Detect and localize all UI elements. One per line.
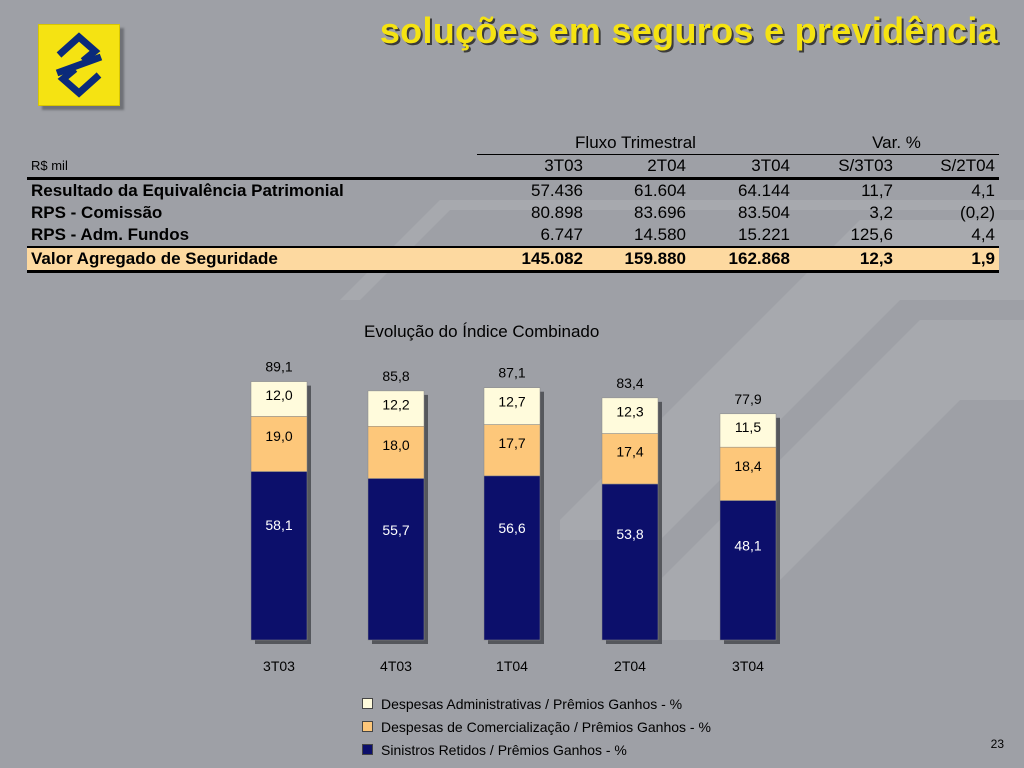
cell: 57.436 xyxy=(531,181,583,200)
data-label: 56,6 xyxy=(498,520,525,536)
total-label: 89,1 xyxy=(265,359,292,375)
bank-logo xyxy=(38,24,120,106)
bar-segment xyxy=(719,446,777,501)
x-tick-label: 3T03 xyxy=(263,658,295,674)
total-label: 83,4 xyxy=(616,375,643,391)
col-header: S/2T04 xyxy=(897,154,999,180)
cell: 83.696 xyxy=(634,203,686,222)
cell: 83.504 xyxy=(738,203,790,222)
bar-segment xyxy=(250,471,308,641)
financial-table: Fluxo Trimestral Var. % R$ mil 3T03 2T04… xyxy=(27,132,999,273)
cell: 4,1 xyxy=(971,181,995,200)
cell: 14.580 xyxy=(634,225,686,244)
row-label: Resultado da Equivalência Patrimonial xyxy=(31,181,344,200)
legend-label: Despesas de Comercialização / Prêmios Ga… xyxy=(381,718,711,735)
x-tick-label: 3T04 xyxy=(732,658,764,674)
legend-item: Despesas Administrativas / Prêmios Ganho… xyxy=(362,692,711,715)
bar-segment xyxy=(367,390,425,427)
table-row: RPS - Adm. Fundos 6.747 14.580 15.221 12… xyxy=(27,224,999,247)
legend-label: Despesas Administrativas / Prêmios Ganho… xyxy=(381,695,683,712)
bar-segment xyxy=(483,387,541,425)
total-label: 77,9 xyxy=(734,391,761,407)
data-label: 55,7 xyxy=(382,522,409,538)
cell: 6.747 xyxy=(540,225,583,244)
data-label: 19,0 xyxy=(265,428,292,444)
group-header-var: Var. % xyxy=(794,132,999,155)
total-label: Valor Agregado de Seguridade xyxy=(27,246,477,273)
total-label: 87,1 xyxy=(498,365,525,381)
data-label: 18,4 xyxy=(734,458,761,474)
data-label: 12,0 xyxy=(265,387,292,403)
bar-segment xyxy=(719,500,777,641)
row-label: RPS - Adm. Fundos xyxy=(31,225,190,244)
bar-segment xyxy=(367,478,425,641)
x-tick-label: 1T04 xyxy=(496,658,528,674)
page-number: 23 xyxy=(990,737,1004,751)
data-label: 58,1 xyxy=(265,517,292,533)
banco-brasil-logo-icon xyxy=(55,32,103,98)
cell: 64.144 xyxy=(738,181,790,200)
data-label: 17,7 xyxy=(498,435,525,451)
bar-segment xyxy=(601,483,659,641)
legend-label: Sinistros Retidos / Prêmios Ganhos - % xyxy=(381,741,627,758)
data-label: 18,0 xyxy=(382,437,409,453)
bar-segment xyxy=(719,413,777,448)
legend-swatch xyxy=(362,698,373,709)
bar-segment xyxy=(250,416,308,472)
cell: 61.604 xyxy=(634,181,686,200)
total-row: Valor Agregado de Seguridade 145.082 159… xyxy=(27,246,999,273)
cell: 11,7 xyxy=(861,181,893,200)
col-header: S/3T03 xyxy=(794,154,897,180)
data-label: 11,5 xyxy=(735,419,761,435)
cell: 145.082 xyxy=(477,246,587,273)
chart-title: Evolução do Índice Combinado xyxy=(364,322,600,341)
bar-segment xyxy=(250,381,308,417)
legend-item: Sinistros Retidos / Prêmios Ganhos - % xyxy=(362,738,711,761)
cell: 162.868 xyxy=(690,246,794,273)
col-header: 3T03 xyxy=(477,154,587,180)
total-label: 85,8 xyxy=(382,368,409,384)
legend-swatch xyxy=(362,721,373,732)
cell: 12,3 xyxy=(794,246,897,273)
cell: 15.221 xyxy=(738,225,790,244)
cell: 3,2 xyxy=(869,203,893,222)
group-header-flow: Fluxo Trimestral xyxy=(477,132,794,155)
legend-item: Despesas de Comercialização / Prêmios Ga… xyxy=(362,715,711,738)
cell: (0,2) xyxy=(960,203,995,222)
bar-segment xyxy=(367,426,425,479)
bar-segment xyxy=(601,397,659,434)
data-label: 12,3 xyxy=(616,404,643,420)
cell: 159.880 xyxy=(587,246,690,273)
data-label: 48,1 xyxy=(734,537,761,553)
data-label: 53,8 xyxy=(616,526,643,542)
cell: 80.898 xyxy=(531,203,583,222)
data-label: 17,4 xyxy=(616,444,643,460)
col-header: 3T04 xyxy=(690,154,794,180)
unit-label: R$ mil xyxy=(27,154,477,180)
row-label: RPS - Comissão xyxy=(31,203,163,222)
chart-legend: Despesas Administrativas / Prêmios Ganho… xyxy=(362,692,711,761)
table-row: Resultado da Equivalência Patrimonial 57… xyxy=(27,179,999,203)
cell: 4,4 xyxy=(971,225,995,244)
bar-segment xyxy=(483,475,541,641)
legend-swatch xyxy=(362,744,373,755)
x-tick-label: 4T03 xyxy=(380,658,412,674)
table-row: RPS - Comissão 80.898 83.696 83.504 3,2 … xyxy=(27,202,999,224)
page-title: soluções em seguros e previdência xyxy=(379,10,998,51)
data-label: 12,7 xyxy=(498,394,525,410)
cell: 125,6 xyxy=(850,225,893,244)
data-label: 12,2 xyxy=(382,397,409,413)
col-header: 2T04 xyxy=(587,154,690,180)
x-tick-label: 2T04 xyxy=(614,658,646,674)
cell: 1,9 xyxy=(897,246,999,273)
bar-segment xyxy=(483,424,541,477)
